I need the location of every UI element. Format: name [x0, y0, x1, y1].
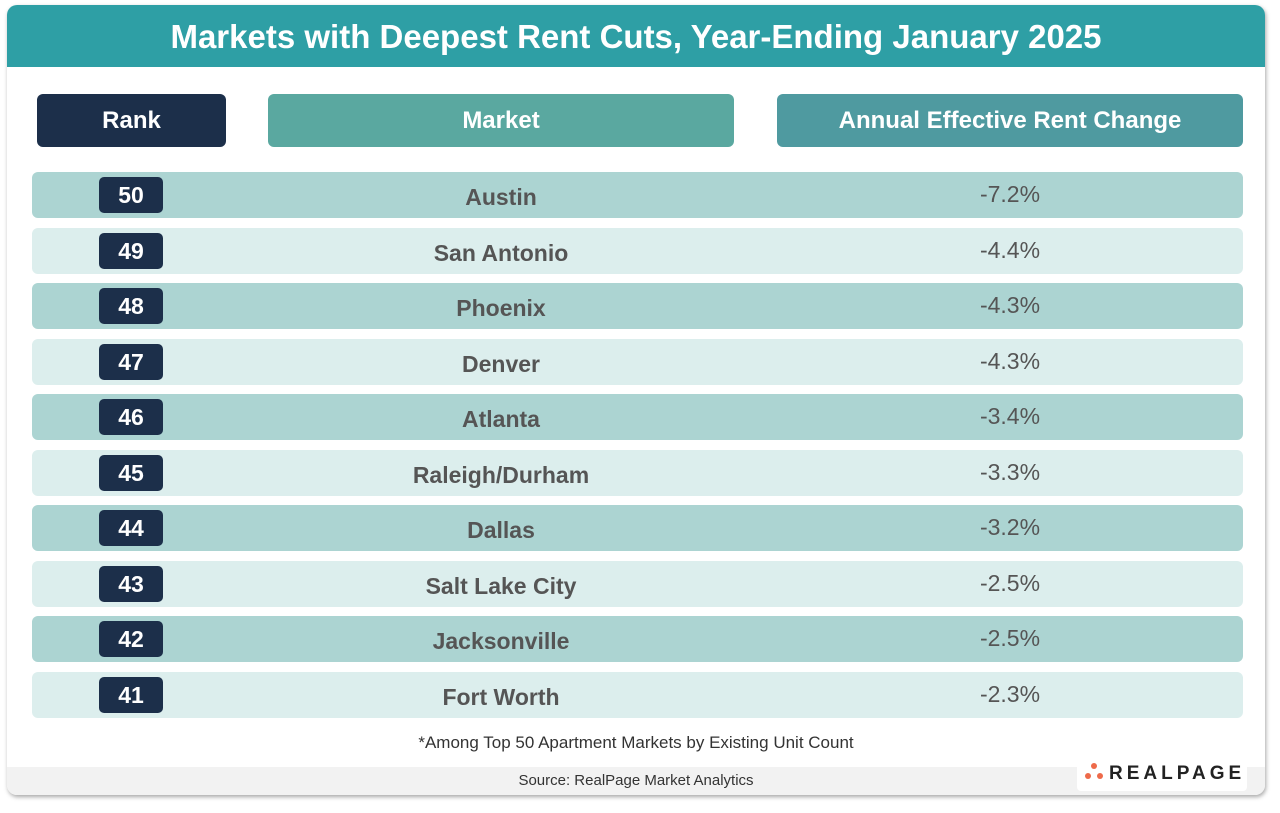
logo-dot: [1097, 773, 1103, 779]
chart-title: Markets with Deepest Rent Cuts, Year-End…: [7, 5, 1265, 67]
rent-change-value: -7.2%: [979, 181, 1041, 207]
rent-change-value: -3.2%: [979, 514, 1041, 540]
table-row: 46 Atlanta -3.4%: [32, 394, 1243, 440]
market-name: Raleigh/Durham: [412, 461, 590, 488]
rent-change-value: -2.5%: [979, 625, 1041, 651]
rent-change-value: -2.5%: [979, 569, 1041, 596]
rank-badge: 49: [99, 232, 163, 269]
table-row: 47 Denver -4.3%: [32, 338, 1243, 385]
table-row: 49 San Antonio -4.4%: [32, 227, 1243, 274]
market-name: San Antonio: [433, 239, 569, 266]
rank-badge: 45: [99, 454, 163, 491]
market-name: Salt Lake City: [425, 572, 577, 599]
market-name: Jacksonville: [432, 628, 570, 654]
market-name: Fort Worth: [442, 683, 560, 710]
rent-change-value: -3.4%: [979, 403, 1041, 429]
table-row: 41 Fort Worth -2.3%: [32, 671, 1243, 718]
table-row: 42 Jacksonville -2.5%: [32, 616, 1243, 662]
table-row: 43 Salt Lake City -2.5%: [32, 560, 1243, 607]
source-note: Source: RealPage Market Analytics: [7, 767, 1265, 795]
table-row: 44 Dallas -3.2%: [32, 505, 1243, 551]
logo-text: REALPAGE: [1109, 763, 1246, 784]
logo-dot: [1085, 773, 1091, 779]
market-name: Atlanta: [462, 406, 540, 432]
market-name: Phoenix: [456, 295, 546, 321]
infographic-card: Markets with Deepest Rent Cuts, Year-End…: [7, 5, 1265, 795]
table-row: 50 Austin -7.2%: [32, 172, 1243, 218]
rent-change-value: -4.4%: [979, 236, 1041, 263]
header-market: Market: [268, 94, 734, 147]
market-name: Dallas: [467, 517, 535, 543]
header-rank: Rank: [37, 94, 226, 147]
table-row: 45 Raleigh/Durham -3.3%: [32, 449, 1243, 496]
rank-badge: 41: [99, 676, 163, 713]
rent-change-value: -4.3%: [979, 292, 1041, 318]
logo-dot: [1091, 763, 1097, 769]
rent-change-value: -4.3%: [979, 347, 1041, 374]
rank-badge: 42: [99, 621, 163, 657]
market-name: Austin: [465, 184, 537, 210]
rank-badge: 47: [99, 343, 163, 380]
rank-badge: 48: [99, 288, 163, 324]
rent-change-value: -2.3%: [979, 680, 1041, 707]
rank-badge: 44: [99, 510, 163, 546]
table-row: 48 Phoenix -4.3%: [32, 283, 1243, 329]
footnote: *Among Top 50 Apartment Markets by Exist…: [418, 733, 854, 752]
rank-badge: 43: [99, 565, 163, 602]
rank-badge: 50: [99, 177, 163, 213]
realpage-logo: REALPAGE: [1077, 757, 1247, 791]
header-change: Annual Effective Rent Change: [777, 94, 1243, 147]
market-name: Denver: [462, 350, 540, 377]
rank-badge: 46: [99, 399, 163, 435]
rent-change-value: -3.3%: [979, 458, 1041, 485]
